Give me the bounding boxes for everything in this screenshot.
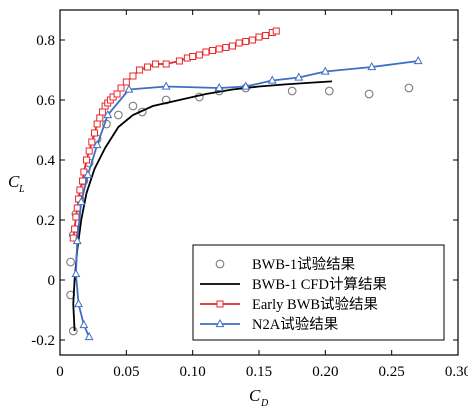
data-point [161,81,171,90]
data-point [144,63,152,71]
data-point [255,33,263,41]
data-point [103,109,113,119]
data-point [222,44,230,51]
y-axis-label-subscript: L [18,184,25,195]
data-point [404,83,414,93]
data-point [209,47,217,54]
y-tick-label: 0 [48,273,56,289]
data-point [413,55,423,65]
data-point [66,257,75,267]
data-point [93,120,101,128]
legend-item: Early BWB试验结果 [200,296,378,313]
data-point [90,129,98,137]
data-point [71,268,81,278]
data-point [72,235,82,245]
data-point [74,298,84,308]
data-point [85,147,93,155]
data-point [76,186,84,194]
data-point [128,101,138,111]
legend-swatch-marker [215,259,225,269]
data-point [92,139,102,149]
legend: BWB-1试验结果 BWB-1 CFD计算结果 Early BWB试验结果 N2A试验… [192,244,445,341]
data-point [175,57,183,65]
legend-item: N2A试验结果 [200,316,338,333]
x-axis-title: C D [249,386,269,409]
data-point [287,86,297,96]
data-point [242,38,250,45]
data-point [79,177,87,185]
x-axis-label: C [249,386,261,405]
data-point [88,138,96,146]
data-point [96,114,104,122]
x-tick-label: 0.25 [379,364,405,380]
x-axis-label-subscript: D [260,398,269,409]
data-point [324,86,334,96]
legend-label: BWB-1 CFD计算结果 [252,276,387,293]
y-tick-label: 0.2 [36,213,55,229]
series-line [75,60,419,338]
data-point [215,45,223,53]
legend-item: BWB-1试验结果 [215,256,355,273]
y-tick-label: 0.4 [36,153,55,169]
data-point [83,169,93,179]
data-point [235,39,243,47]
x-tick-label: 0.05 [113,364,139,380]
y-axis-label: C [8,172,20,191]
data-point [72,213,80,221]
x-tick-label: 0.15 [246,364,272,380]
data-point [228,42,236,50]
legend-label: Early BWB试验结果 [252,296,378,313]
data-point [320,66,330,75]
data-point [68,326,78,336]
series-line [72,30,277,239]
data-point [124,84,134,93]
data-point [241,81,251,90]
data-point [113,90,121,98]
data-point [189,53,197,60]
data-point [136,66,144,74]
series-layer [66,27,423,341]
data-point [214,82,224,92]
data-point [76,196,86,206]
data-point [294,72,304,81]
data-point [84,331,94,341]
legend-label: BWB-1试验结果 [252,256,355,273]
legend-items: BWB-1试验结果 BWB-1 CFD计算结果 Early BWB试验结果 N2A试验… [200,256,387,333]
x-tick-label: 0.10 [180,364,206,380]
y-tick-label: 0.6 [36,93,55,109]
data-point [122,78,130,86]
data-point [79,319,89,329]
data-point [195,51,203,59]
axis-ticks: 0 0.05 0.10 0.15 0.20 0.25 0.30-0.200.20.40.60… [31,10,468,380]
data-point [272,27,280,35]
y-tick-label: -0.2 [31,333,55,349]
x-tick-label: 0 [56,364,64,380]
legend-swatch-marker [215,318,225,328]
data-point [267,75,277,84]
data-point [364,89,374,99]
y-tick-label: 0.8 [36,33,55,49]
legend-item: BWB-1 CFD计算结果 [200,276,387,293]
data-point [83,156,91,164]
data-point [152,60,160,68]
data-point [262,32,270,39]
data-point [73,204,81,212]
y-axis-title: C L [8,172,25,195]
data-point [71,225,79,233]
series-3 [69,27,280,242]
legend-label: N2A试验结果 [252,316,338,333]
data-point [114,110,123,120]
x-tick-label: 0.30 [445,364,468,380]
data-point [248,36,256,44]
series-4 [71,55,423,341]
data-point [202,48,210,56]
data-point [162,60,170,68]
legend-swatch-marker [216,300,224,308]
data-point [117,84,125,92]
x-tick-label: 0.20 [312,364,338,380]
data-point [98,108,106,116]
data-point [367,61,377,71]
data-point [129,72,137,80]
